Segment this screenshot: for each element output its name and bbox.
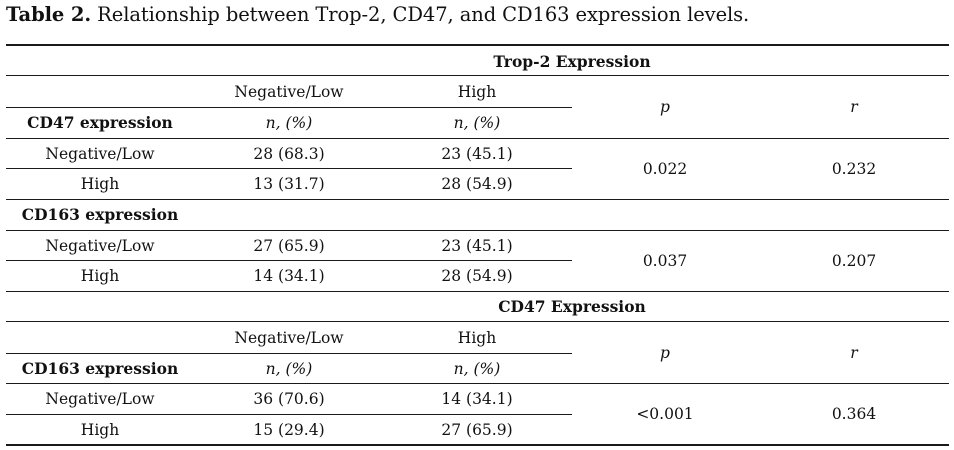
cell-value: 14 (34.1)	[253, 267, 325, 285]
rule-between-rows-3	[6, 414, 572, 415]
row-label: High	[80, 175, 120, 193]
cell-value: 36 (70.6)	[253, 390, 325, 408]
subheader-n-percent-neg: n, (%)	[265, 114, 313, 132]
cell-value: 28 (68.3)	[253, 145, 325, 163]
cell-value: 23 (45.1)	[441, 145, 513, 163]
cd163-expression-label: CD163 expression	[21, 205, 179, 224]
cell-value: 13 (31.7)	[253, 175, 325, 193]
cd47-expression-label: CD47 expression	[27, 113, 173, 132]
p-value: 0.022	[642, 160, 688, 178]
top-rule	[6, 44, 949, 46]
rule-under-subheader-2	[6, 383, 949, 384]
rule-under-group-2	[6, 291, 949, 292]
row-label: Negative/Low	[45, 145, 155, 163]
cell-value: 28 (54.9)	[441, 267, 513, 285]
cell-value: 28 (54.9)	[441, 175, 513, 193]
rule-under-group-2-label	[6, 230, 949, 231]
cell-value: 27 (65.9)	[253, 237, 325, 255]
caption-label: Table 2.	[6, 3, 92, 26]
subheader-n-percent-high: n, (%)	[453, 114, 501, 132]
col-p-header: p	[660, 344, 670, 362]
rule-under-group-1	[6, 199, 949, 200]
col-p-header: p	[660, 98, 670, 116]
r-value: 0.232	[831, 160, 877, 178]
col-r-header: r	[850, 98, 858, 116]
p-value: 0.037	[642, 252, 688, 270]
col-negative-low-header: Negative/Low	[234, 329, 344, 347]
rule-between-rows-1	[6, 168, 572, 169]
cell-value: 23 (45.1)	[441, 237, 513, 255]
cell-value: 27 (65.9)	[441, 421, 513, 439]
p-value: <0.001	[636, 405, 694, 423]
row-label: High	[80, 421, 120, 439]
rule-between-rows-2	[6, 260, 572, 261]
cd47-expression-header: CD47 Expression	[498, 297, 646, 316]
cd163-expression-label: CD163 expression	[21, 359, 179, 378]
col-r-header: r	[850, 344, 858, 362]
trop2-expression-header: Trop-2 Expression	[493, 52, 651, 71]
row-label: High	[80, 267, 120, 285]
cell-value: 15 (29.4)	[253, 421, 325, 439]
r-value: 0.364	[831, 405, 877, 423]
caption-text: Relationship between Trop-2, CD47, and C…	[91, 3, 750, 26]
rule-under-col-headers-1	[6, 107, 572, 108]
col-high-header: High	[457, 329, 497, 347]
bottom-rule	[6, 444, 949, 446]
rule-under-col-headers-2	[6, 353, 572, 354]
rule-under-subheader-1	[6, 138, 949, 139]
cell-value: 14 (34.1)	[441, 390, 513, 408]
table-caption: Table 2. Relationship between Trop-2, CD…	[6, 3, 749, 26]
row-label: Negative/Low	[45, 390, 155, 408]
subheader-n-percent-high: n, (%)	[453, 360, 501, 378]
col-high-header: High	[457, 83, 497, 101]
r-value: 0.207	[831, 252, 877, 270]
subheader-n-percent-neg: n, (%)	[265, 360, 313, 378]
rule-under-cd47-header	[6, 321, 949, 322]
row-label: Negative/Low	[45, 237, 155, 255]
col-negative-low-header: Negative/Low	[234, 83, 344, 101]
rule-under-trop2-header	[6, 75, 949, 76]
